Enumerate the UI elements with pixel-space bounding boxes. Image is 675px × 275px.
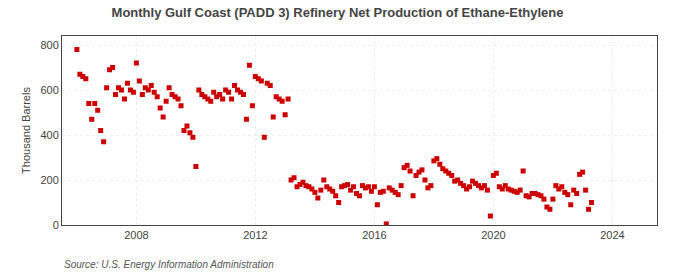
svg-text:800: 800 [40,39,58,51]
svg-text:200: 200 [40,174,58,186]
svg-text:400: 400 [40,129,58,141]
svg-text:2024: 2024 [600,229,624,241]
svg-text:2012: 2012 [243,229,267,241]
svg-text:600: 600 [40,84,58,96]
svg-text:Source: U.S. Energy Informatio: Source: U.S. Energy Information Administ… [64,259,274,270]
svg-text:Thousand Barrels: Thousand Barrels [20,87,32,174]
svg-text:0: 0 [53,219,59,231]
svg-text:Monthly Gulf Coast (PADD 3) Re: Monthly Gulf Coast (PADD 3) Refinery Net… [112,5,564,20]
svg-text:2016: 2016 [362,229,386,241]
svg-text:2020: 2020 [481,229,505,241]
svg-text:2008: 2008 [124,229,148,241]
